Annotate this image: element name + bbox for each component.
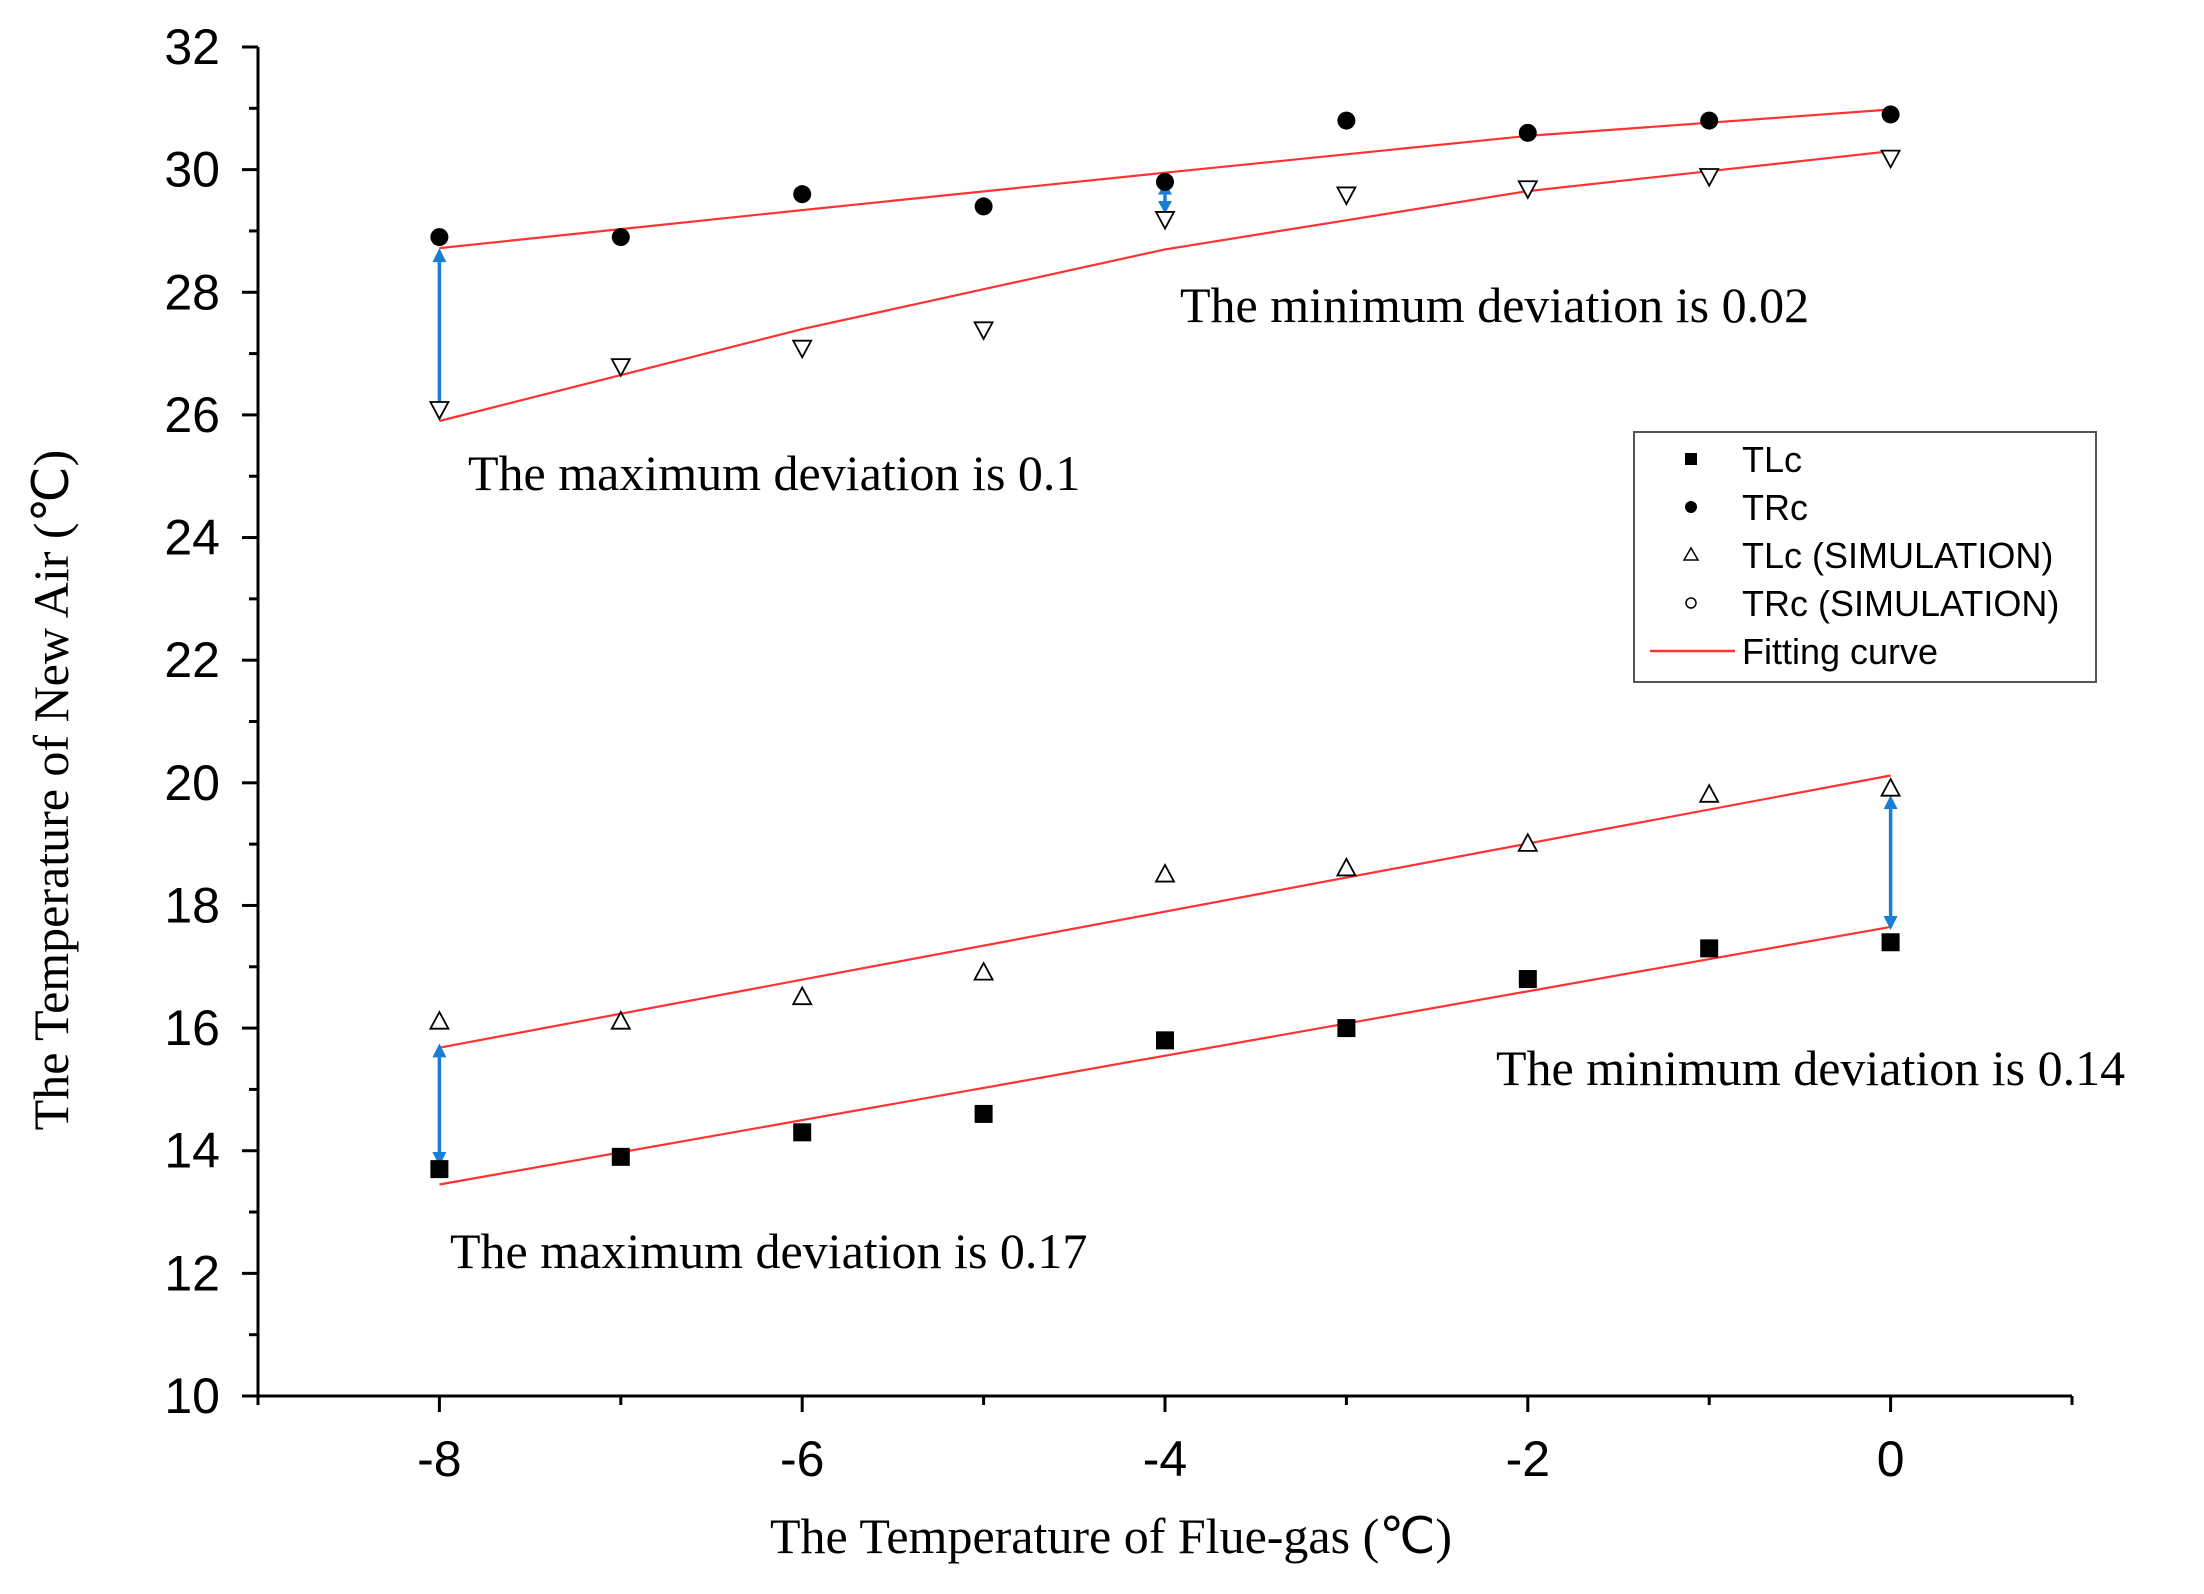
data-point: [611, 228, 630, 247]
data-point: [973, 961, 995, 981]
legend-label: TRc (SIMULATION): [1742, 583, 2059, 624]
y-tick-label: 32: [164, 19, 220, 75]
series-tlc-simulation: [428, 777, 1902, 1030]
data-point: [1880, 777, 1902, 797]
data-point: [1517, 832, 1539, 852]
x-tick-label: -6: [780, 1431, 824, 1487]
data-points: [428, 105, 1902, 1179]
data-point: [1156, 172, 1174, 191]
data-point: [428, 1010, 450, 1030]
arrow-head-up: [432, 248, 447, 263]
annotation-min-dev-bottom: The minimum deviation is 0.14: [1496, 1040, 2125, 1096]
data-point: [1156, 1031, 1174, 1050]
y-tick-label: 26: [164, 387, 220, 443]
arrow-head-down: [1883, 915, 1898, 930]
data-point: [1154, 211, 1176, 231]
legend: TLc TRc TLc (SIMULATION) TRc (SIMULATION) Fi…: [1633, 431, 2097, 683]
data-point: [1337, 1019, 1356, 1038]
y-tick-label: 30: [164, 142, 220, 198]
fitting-curves: [439, 108, 1891, 1186]
arrow-head-up: [1883, 795, 1898, 810]
data-point: [1517, 180, 1539, 200]
data-point: [1154, 863, 1176, 883]
data-point: [1881, 933, 1900, 952]
legend-marker-circle: [1685, 501, 1697, 513]
data-point: [1698, 168, 1720, 188]
y-tick-label: 20: [164, 755, 220, 811]
data-point: [611, 1147, 630, 1166]
data-point: [1698, 783, 1720, 803]
series-trc-simulation: [428, 149, 1902, 421]
data-point: [1335, 186, 1357, 206]
y-tick-label: 14: [164, 1123, 220, 1179]
fitting-curve-line: [439, 774, 1891, 1049]
data-point: [1700, 111, 1719, 130]
series-tlc: [430, 933, 1900, 1179]
arrow-head-down: [1158, 201, 1172, 214]
y-tick-label: 12: [164, 1245, 220, 1301]
data-point: [974, 197, 993, 216]
x-tick-label: -8: [417, 1431, 461, 1487]
y-tick-label: 22: [164, 632, 220, 688]
deviation-arrow: [1883, 795, 1898, 930]
data-point: [974, 1104, 993, 1123]
y-tick-label: 16: [164, 1000, 220, 1056]
data-point: [1335, 856, 1357, 877]
data-point: [791, 985, 813, 1006]
data-point: [793, 185, 812, 204]
data-point: [793, 1123, 812, 1142]
fitting-curve-line: [439, 150, 1891, 423]
legend-label: TRc: [1742, 487, 1808, 528]
y-tick-label: 28: [164, 264, 220, 320]
data-point: [430, 1160, 449, 1179]
y-tick-label: 10: [164, 1368, 220, 1424]
arrow-head-up: [432, 1043, 447, 1058]
x-tick-label: -4: [1143, 1431, 1187, 1487]
fitting-curve-line: [439, 108, 1891, 250]
legend-label: TLc (SIMULATION): [1742, 535, 2053, 576]
legend-marker-triangle: [1682, 546, 1700, 561]
data-point: [1518, 123, 1537, 142]
data-point: [428, 401, 450, 421]
x-tick-label: 0: [1877, 1431, 1905, 1487]
annotation-min-dev-top: The minimum deviation is 0.02: [1180, 277, 1809, 333]
data-point: [610, 358, 632, 378]
legend-marker-square: [1685, 453, 1697, 465]
legend-label: TLc: [1742, 439, 1802, 480]
x-axis-title: The Temperature of Flue-gas (℃): [770, 1508, 1452, 1564]
y-tick-label: 18: [164, 877, 220, 933]
legend-marker-open-circle: [1685, 597, 1697, 609]
data-point: [1880, 149, 1902, 170]
series-trc: [430, 105, 1900, 247]
y-tick-label: 24: [164, 510, 220, 566]
data-point: [973, 321, 995, 341]
annotation-max-dev-bottom: The maximum deviation is 0.17: [450, 1223, 1087, 1279]
arrow-head-down: [432, 1152, 447, 1167]
data-point: [610, 1010, 632, 1030]
fitting-curve-line: [439, 925, 1891, 1186]
x-tick-label: -2: [1506, 1431, 1550, 1487]
deviation-arrow: [432, 1043, 447, 1167]
legend-box: [1633, 431, 2097, 683]
y-axis-title: The Temperature of New Air (℃): [23, 450, 79, 1131]
axes: 10 12 14 16 18 20 22 24 26 28 30 32 -8 -6 -4 -2 0: [164, 19, 2074, 1487]
deviation-arrow: [432, 248, 447, 422]
data-point: [1700, 939, 1719, 958]
data-point: [1518, 970, 1537, 989]
legend-label: Fitting curve: [1742, 631, 1938, 672]
data-point: [1881, 105, 1900, 124]
data-point: [430, 228, 449, 247]
annotation-max-dev-top: The maximum deviation is 0.1: [468, 445, 1080, 501]
data-point: [1337, 111, 1356, 130]
data-point: [791, 339, 813, 360]
